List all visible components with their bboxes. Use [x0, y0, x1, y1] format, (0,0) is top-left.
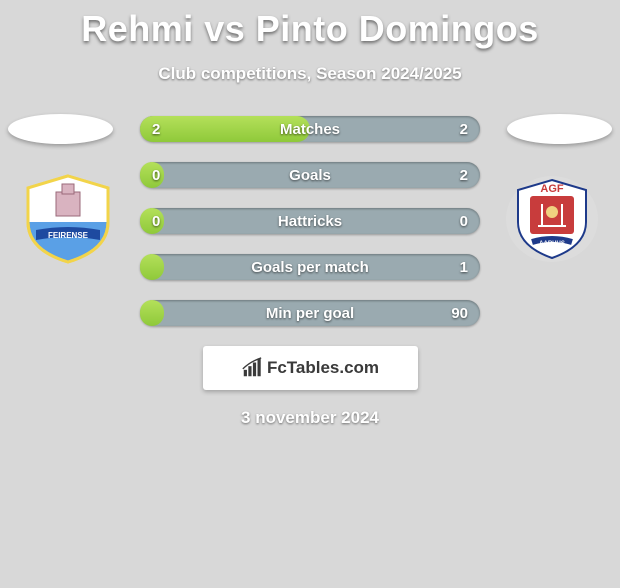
brand-box[interactable]: FcTables.com [203, 346, 418, 390]
stat-row: 2 Matches 2 [140, 116, 480, 142]
stat-row: 0 Goals 2 [140, 162, 480, 188]
stat-left-value: 0 [152, 213, 160, 230]
stat-row: 0 Hattricks 0 [140, 208, 480, 234]
svg-text:AARHUS: AARHUS [539, 241, 565, 247]
stat-right-value: 90 [451, 305, 468, 322]
stat-left-value: 2 [152, 121, 160, 138]
stat-label: Matches [280, 121, 340, 138]
player-ellipse-left [8, 114, 113, 144]
svg-text:AGF: AGF [540, 183, 564, 195]
stat-right-value: 2 [460, 121, 468, 138]
stats-list: 2 Matches 2 0 Goals 2 0 Hattricks 0 Goal… [140, 114, 480, 326]
subtitle: Club competitions, Season 2024/2025 [0, 64, 620, 84]
player-ellipse-right [507, 114, 612, 144]
stat-left-value: 0 [152, 167, 160, 184]
stat-label: Goals [289, 167, 331, 184]
club-badge-left: FEIRENSE [18, 174, 118, 264]
stat-right-value: 1 [460, 259, 468, 276]
stat-label: Min per goal [266, 305, 354, 322]
stat-right-value: 2 [460, 167, 468, 184]
stat-row: Goals per match 1 [140, 254, 480, 280]
stat-right-value: 0 [460, 213, 468, 230]
brand-text: FcTables.com [267, 358, 379, 378]
stat-row: Min per goal 90 [140, 300, 480, 326]
svg-text:FEIRENSE: FEIRENSE [48, 231, 89, 240]
comparison-panel: FEIRENSE AGF AARHUS 2 Matches 2 0 Goals … [0, 114, 620, 428]
date-text: 3 november 2024 [0, 408, 620, 428]
stat-label: Hattricks [278, 213, 342, 230]
club-badge-right: AGF AARHUS [502, 174, 602, 264]
stat-fill [140, 300, 164, 326]
bar-chart-icon [241, 357, 263, 379]
stat-fill [140, 254, 164, 280]
page-title: Rehmi vs Pinto Domingos [0, 8, 620, 50]
stat-label: Goals per match [251, 259, 369, 276]
